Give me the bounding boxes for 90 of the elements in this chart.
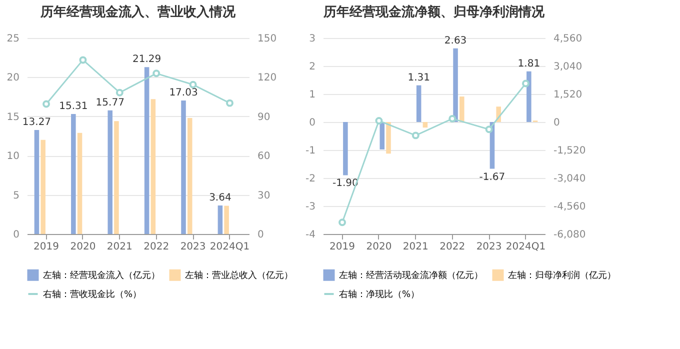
x-tick-label: 2023 (476, 242, 502, 252)
x-tick-label: 2019 (34, 242, 59, 252)
y-tick-label: -4 (306, 230, 316, 240)
y-tick-label: 5 (13, 190, 20, 202)
point (116, 88, 124, 96)
data-label: 21.29 (132, 54, 162, 66)
y2-tick-label: 150 (258, 34, 277, 44)
bar (40, 140, 46, 234)
legend-label: 右轴：净现比（%） (339, 289, 420, 300)
bar (150, 99, 156, 234)
bar (108, 110, 112, 234)
point (338, 218, 346, 226)
legend-label: 左轴：营业总收入（亿元） (185, 270, 293, 282)
y2-tick-label: -1,520 (554, 146, 586, 156)
x-tick-label: 2021 (106, 242, 132, 252)
point (189, 80, 197, 88)
y2-tick-label: 30 (258, 190, 270, 202)
x-tick-label: 2021 (402, 242, 428, 252)
bar (343, 122, 348, 176)
y2-tick-label: 60 (258, 151, 270, 162)
x-tick-label: 2022 (440, 242, 466, 252)
point (375, 116, 383, 124)
bar (114, 121, 119, 234)
data-label: 13.27 (22, 116, 52, 128)
chart-title: 历年经营现金流净额、归母净利润情况 (322, 4, 546, 20)
y-tick-label: 10 (6, 151, 20, 162)
y2-tick-label: 0 (554, 118, 560, 128)
bar (71, 114, 76, 234)
x-tick-label: 2022 (144, 242, 170, 252)
data-label: 17.03 (169, 87, 198, 98)
legend-label: 左轴：经营现金流入（亿元） (43, 270, 160, 282)
point (79, 56, 87, 64)
y-tick-label: 20 (6, 72, 20, 84)
y2-tick-label: -4,560 (554, 202, 586, 212)
y-tick-label: 2 (309, 62, 316, 72)
y2-tick-label: 3,040 (554, 62, 582, 72)
legend-label: 左轴：归母净利润（亿元） (508, 270, 616, 282)
bar (422, 122, 428, 128)
x-tick-label: 2024Q1 (506, 242, 546, 252)
data-label: -1.67 (479, 172, 506, 183)
x-tick-label: 2020 (366, 242, 392, 252)
y2-tick-label: 0 (258, 230, 264, 240)
chart-title: 历年经营现金流入、营业收入情况 (40, 4, 236, 20)
data-label: 15.77 (96, 97, 124, 108)
y-tick-label: -3 (306, 202, 316, 212)
data-label: 3.64 (209, 192, 232, 204)
point (522, 80, 530, 88)
y-tick-label: -2 (306, 174, 316, 184)
point (485, 126, 493, 134)
legend-label: 左轴：经营活动现金流净额（亿元） (339, 270, 483, 282)
point (226, 99, 234, 107)
bar (77, 132, 82, 234)
y-tick-label: -1 (306, 146, 316, 156)
bar (187, 118, 192, 234)
data-label: 2.63 (444, 35, 467, 46)
data-label: 1.31 (408, 72, 430, 84)
bar (416, 85, 422, 122)
point (448, 114, 456, 122)
bar (380, 122, 385, 150)
y2-tick-label: 90 (258, 112, 270, 123)
bar (453, 48, 458, 122)
x-tick-label: 2024Q1 (210, 242, 250, 252)
x-tick-label: 2023 (180, 242, 206, 252)
bar (218, 205, 223, 234)
y-tick-label: 0 (13, 230, 20, 240)
bar (181, 100, 186, 234)
bar (144, 67, 150, 234)
y-tick-label: 15 (6, 112, 20, 123)
data-label: 1.81 (518, 58, 540, 70)
y-tick-label: 1 (309, 90, 316, 100)
bar (460, 96, 464, 122)
y-tick-label: 0 (309, 118, 316, 128)
y2-tick-label: 4,560 (554, 34, 582, 44)
y2-tick-label: 1,520 (554, 90, 582, 100)
y2-tick-label: 120 (258, 72, 277, 84)
data-label: 15.31 (59, 100, 88, 112)
bar (386, 122, 391, 154)
y2-tick-label: -6,080 (554, 230, 586, 240)
point (152, 70, 160, 78)
bar (34, 130, 40, 234)
legend-label: 右轴：营收现金比（%） (43, 289, 142, 300)
y2-tick-label: -3,040 (554, 174, 586, 184)
point (412, 132, 420, 140)
y-tick-label: 3 (309, 34, 316, 44)
point (42, 100, 50, 108)
bar (526, 71, 532, 122)
bar (224, 206, 229, 234)
y-tick-label: 25 (6, 34, 20, 44)
x-tick-label: 2019 (330, 242, 355, 252)
x-tick-label: 2020 (70, 242, 96, 252)
